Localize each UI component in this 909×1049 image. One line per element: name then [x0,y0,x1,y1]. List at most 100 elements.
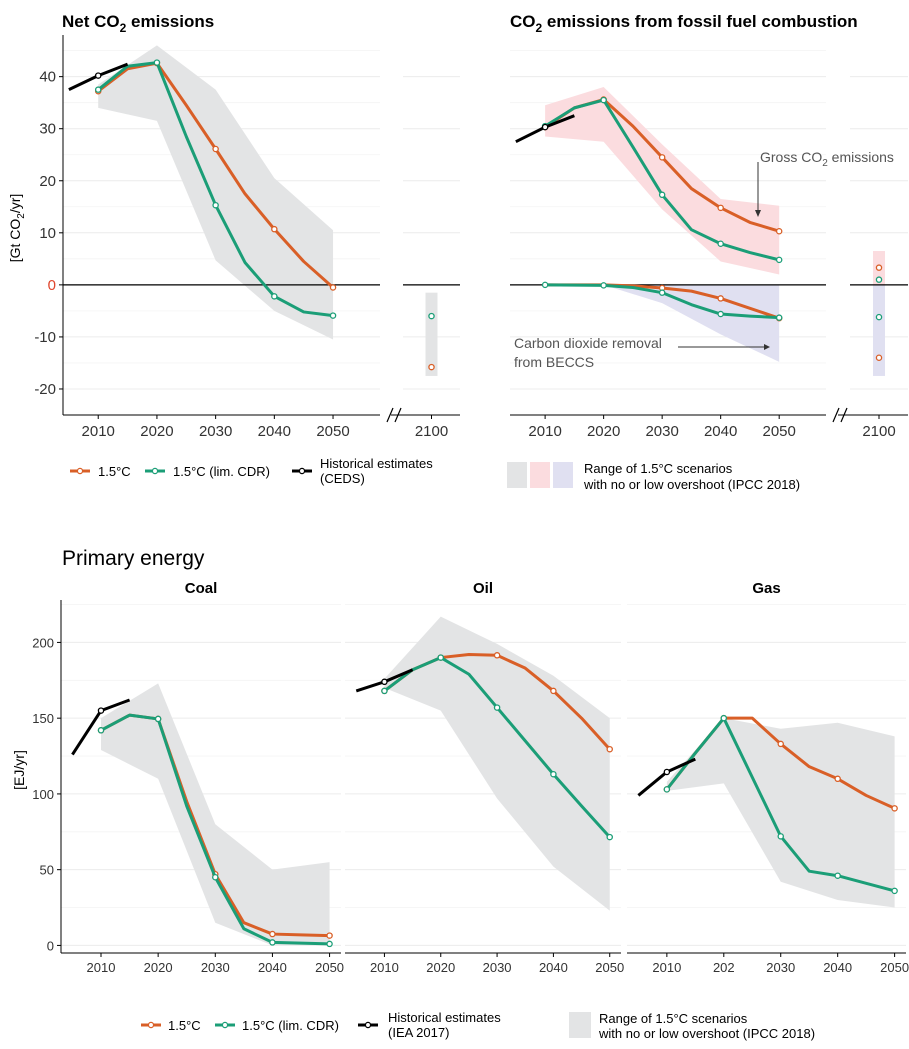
net_co2-xtick-label: 2040 [258,423,291,440]
coal-xtick-label: 2020 [144,960,173,975]
legend-range-label-2: with no or low overshoot (IPCC 2018) [583,477,800,492]
net_co2-s1-point [329,312,337,319]
coal-ytick-label: 200 [32,635,54,650]
net_co2-s1-point [94,86,102,93]
fossil_co2-s4-point [541,123,549,131]
oil-s1-point [550,770,557,778]
coal-range-band [101,683,330,946]
fossil-co2-title: CO2 emissions from fossil fuel combustio… [510,12,858,35]
legend-range-pink [530,462,550,488]
net_co2-ytick-label: 0 [48,277,56,294]
oil-s1-point [493,704,501,711]
fossil_co2-s1-point [600,96,607,104]
net_co2-xtick-label: 2010 [82,423,115,440]
gas-s0-point [891,805,898,812]
legend-1p5-marker [76,467,84,475]
fossil_co2-s3-point [717,310,724,318]
oil-range-band [384,616,610,911]
net_co2-axis-break [386,407,394,423]
gas-xtick-label: 202 [713,960,735,975]
net_co2-s0-point-2100 [428,363,435,371]
fossil_co2-s3-point-2100 [875,313,883,321]
legend-limcdr-marker [151,467,159,475]
coal-facet-title: Coal [185,580,218,597]
oil-s2-point [381,678,388,686]
coal-s1-point [212,873,219,881]
fossil_co2-s2-point-2100 [875,354,883,361]
oil-s0-point [493,652,501,659]
legend-hist-label-2: (CEDS) [320,471,365,486]
coal-s1-point [326,940,333,948]
net_co2-s0-point [329,284,337,291]
bottom-legend-hist-label-2: (IEA 2017) [388,1025,449,1040]
legend-limcdr-label: 1.5°C (lim. CDR) [173,464,270,479]
net_co2-s0-point [212,145,219,153]
coal-xtick-label: 2010 [87,960,116,975]
oil-s0-point [550,687,557,695]
cdr-pointer-head [764,344,770,350]
gas-s2-point [663,768,671,776]
net_co2-axis-break [394,407,402,423]
fossil_co2-s0-point [658,154,666,161]
fossil_co2-range-lavender [545,284,780,362]
oil-facet-title: Oil [473,580,493,597]
oil-s0-point [606,745,613,753]
net_co2-s1-point [271,293,278,300]
bottom-legend: 1.5°C 1.5°C (lim. CDR) Historical estima… [141,1010,815,1041]
net_co2-s1-point-2100 [428,312,435,320]
net_co2-xtick-label: 2020 [140,423,173,440]
gas-range-band [666,718,895,908]
fossil_co2-xtick-label: 2040 [704,423,737,440]
fossil_co2-s0-point-2100 [875,264,883,271]
legend-range-grey [507,462,527,488]
gas-s1-point [663,786,671,793]
net-co2-ylabel: [Gt CO2/yr] [7,194,27,263]
gas-panel: 2010 202 2030 2040 2050 Gas [627,580,909,975]
cdr-annotation-line2: from BECCS [514,354,594,370]
legend-range-label-1: Range of 1.5°C scenarios [584,461,733,476]
coal-ytick-label: 150 [32,711,54,726]
net_co2-range-2100 [425,292,438,376]
legend-hist-label-1: Historical estimates [320,456,433,471]
net_co2-s1-point [153,59,161,66]
fossil_co2-range-2100-lavender [873,284,885,376]
net_co2-s0-point [271,225,278,233]
coal-xtick-label: 2040 [258,960,287,975]
coal-xtick-label: 2030 [201,960,230,975]
net_co2-ytick-label: 20 [39,173,56,190]
fossil_co2-xtick-label: 2030 [645,423,678,440]
gas-s0-point [834,775,841,783]
coal-s0-point [269,930,276,938]
top-legend: 1.5°C 1.5°C (lim. CDR) Historical estima… [70,456,800,492]
net_co2-ytick-label: 40 [39,69,56,86]
net_co2-ytick-label: -20 [34,381,56,398]
oil-xtick-label: 2040 [539,960,568,975]
gas-xtick-label: 2050 [880,960,909,975]
fossil_co2-s3-point [541,281,549,289]
fossil_co2-s0-point [775,227,783,235]
fossil_co2-axis-break [840,407,848,423]
fossil_co2-s0-point [717,204,724,212]
fossil_co2-s3-point [600,282,607,289]
fossil_co2-xtick-label: 2020 [587,423,620,440]
oil-s1-point [606,833,613,841]
gas-s1-point [891,887,898,895]
coal-s1-point [97,727,105,734]
coal-s1-point [269,939,276,946]
gas-s1-point [720,714,728,722]
coal-ytick-label: 100 [32,787,54,802]
primary-energy-title: Primary energy [62,547,205,570]
oil-xtick-label: 2050 [595,960,624,975]
oil-xtick-label: 2030 [483,960,512,975]
bottom-legend-1p5-label: 1.5°C [168,1018,201,1033]
net_co2-xtick-label: 2030 [199,423,232,440]
fossil_co2-s1-point [658,191,666,199]
gas-xtick-label: 2010 [652,960,681,975]
legend-1p5-label: 1.5°C [98,464,131,479]
gas-xtick-label: 2040 [823,960,852,975]
bottom-legend-hist-marker [364,1021,372,1029]
coal-s2-point [97,707,105,714]
